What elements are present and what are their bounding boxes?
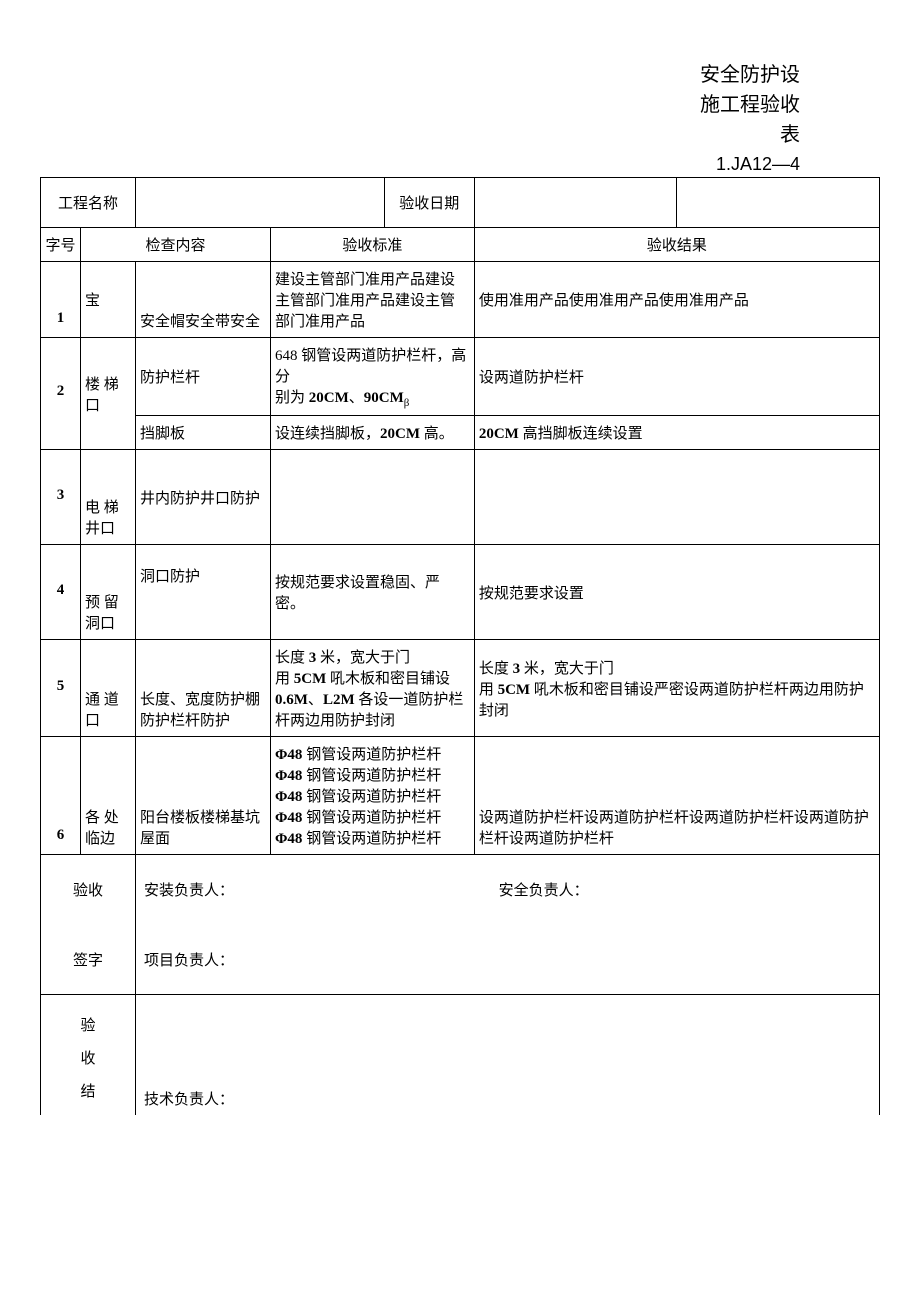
item-5: 长度、宽度防护棚防护栏杆防护 (136, 640, 271, 737)
item-4: 洞口防护 (136, 545, 271, 640)
signature-row-accept: 验收 安装负责人： 安全负责人： (41, 855, 880, 925)
cat-4: 预 留洞口 (81, 545, 136, 640)
cat-1: 宝 (81, 262, 136, 338)
install-person-label: 安装负责人： (144, 879, 495, 900)
table-row: 3 电 梯井口 井内防护井口防护 (41, 450, 880, 545)
result-3 (474, 450, 879, 545)
col-standard: 验收标准 (271, 228, 475, 262)
item-6: 阳台楼板楼梯基坑屋面 (136, 737, 271, 855)
item-1: 安全帽安全带安全 (136, 262, 271, 338)
accept-date-label: 验收日期 (384, 178, 474, 228)
column-header-row: 字号 检查内容 验收标准 验收结果 (41, 228, 880, 262)
result-6: 设两道防护栏杆设两道防护栏杆设两道防护栏杆设两道防护栏杆设两道防护栏杆 (474, 737, 879, 855)
table-row: 4 预 留洞口 洞口防护 按规范要求设置稳固、严密。 按规范要求设置 (41, 545, 880, 640)
result-2b: 20CM 高挡脚板连续设置 (474, 416, 879, 450)
header-row: 工程名称 验收日期 (41, 178, 880, 228)
item-2a: 防护栏杆 (136, 338, 271, 416)
col-result: 验收结果 (474, 228, 879, 262)
result-2a: 设两道防护栏杆 (474, 338, 879, 416)
item-2b: 挡脚板 (136, 416, 271, 450)
conclusion-label: 验 收 结 (41, 995, 136, 1115)
accept-label: 验收 (41, 855, 136, 925)
seq-1: 1 (41, 262, 81, 338)
item-3: 井内防护井口防护 (136, 450, 271, 545)
result-1: 使用准用产品使用准用产品使用准用产品 (474, 262, 879, 338)
standard-2b: 设连续挡脚板，20CM 高。 (271, 416, 475, 450)
standard-3 (271, 450, 475, 545)
form-code: 1.JA12—4 (40, 154, 880, 175)
col-seq: 字号 (41, 228, 81, 262)
cat-5: 通 道口 (81, 640, 136, 737)
header-spare (677, 178, 880, 228)
tech-person-label: 技术负责人： (136, 995, 880, 1115)
project-person-label: 项目负责人： (136, 925, 880, 995)
table-row: 6 各 处临边 阳台楼板楼梯基坑屋面 Φ48 钢管设两道防护栏杆 Φ48 钢管设… (41, 737, 880, 855)
cat-3: 电 梯井口 (81, 450, 136, 545)
accept-date-value (474, 178, 677, 228)
table-row: 1 宝 安全帽安全带安全 建设主管部门准用产品建设主管部门准用产品建设主管部门准… (41, 262, 880, 338)
seq-4: 4 (41, 545, 81, 640)
signature-row-sign: 签字 项目负责人： (41, 925, 880, 995)
seq-5: 5 (41, 640, 81, 737)
cat-2: 楼 梯口 (81, 338, 136, 450)
title-line-3: 表 (40, 120, 800, 150)
title-line-1: 安全防护设 (40, 60, 800, 90)
standard-5: 长度 3 米，宽大于门 用 5CM 吼木板和密目铺设 0.6M、L2M 各设一道… (271, 640, 475, 737)
col-content: 检查内容 (81, 228, 271, 262)
standard-6: Φ48 钢管设两道防护栏杆 Φ48 钢管设两道防护栏杆 Φ48 钢管设两道防护栏… (271, 737, 475, 855)
seq-6: 6 (41, 737, 81, 855)
accept-content: 安装负责人： 安全负责人： (136, 855, 880, 925)
standard-4: 按规范要求设置稳固、严密。 (271, 545, 475, 640)
result-4: 按规范要求设置 (474, 545, 879, 640)
standard-1: 建设主管部门准用产品建设主管部门准用产品建设主管部门准用产品 (271, 262, 475, 338)
table-row: 2 楼 梯口 防护栏杆 648 钢管设两道防护栏杆，高分 别为 20CM、90C… (41, 338, 880, 416)
safety-person-label: 安全负责人： (499, 883, 589, 899)
sign-label: 签字 (41, 925, 136, 995)
cat-6: 各 处临边 (81, 737, 136, 855)
seq-3: 3 (41, 450, 81, 545)
standard-2a: 648 钢管设两道防护栏杆，高分 别为 20CM、90CMβ (271, 338, 475, 416)
document-title: 安全防护设 施工程验收 表 (40, 60, 880, 150)
table-row: 5 通 道口 长度、宽度防护棚防护栏杆防护 长度 3 米，宽大于门 用 5CM … (41, 640, 880, 737)
title-line-2: 施工程验收 (40, 90, 800, 120)
table-row: 挡脚板 设连续挡脚板，20CM 高。 20CM 高挡脚板连续设置 (41, 416, 880, 450)
result-5: 长度 3 米，宽大于门 用 5CM 吼木板和密目铺设严密设两道防护栏杆两边用防护… (474, 640, 879, 737)
project-name-value (136, 178, 385, 228)
acceptance-table: 工程名称 验收日期 字号 检查内容 验收标准 验收结果 1 宝 安全帽安全带安全… (40, 177, 880, 1115)
seq-2: 2 (41, 338, 81, 450)
conclusion-row: 验 收 结 技术负责人： (41, 995, 880, 1115)
project-name-label: 工程名称 (41, 178, 136, 228)
